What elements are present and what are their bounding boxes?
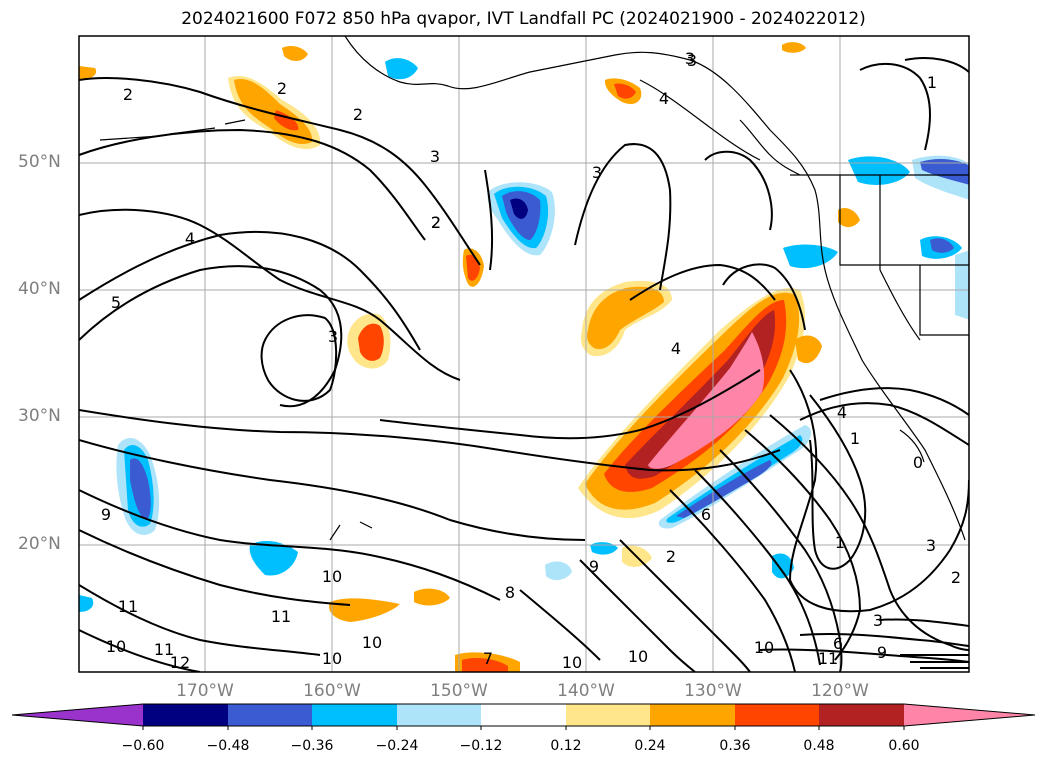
contour-label: 4 — [837, 403, 847, 422]
lat-label-40n: 40°N — [18, 279, 61, 299]
colorbar-segment — [481, 704, 566, 726]
colorbar-tick-label: −0.60 — [121, 738, 165, 754]
contour-label: 4 — [185, 229, 195, 248]
lat-label-50n: 50°N — [18, 152, 61, 172]
coastlines — [99, 36, 969, 541]
contour-label: 11 — [818, 649, 838, 668]
contour-label: 11 — [118, 597, 138, 616]
contour-label: 3 — [328, 327, 338, 346]
plot-area — [79, 36, 969, 672]
contour-label: 10 — [106, 637, 126, 656]
plot-frame — [78, 35, 970, 673]
colorbar-segment — [143, 704, 228, 726]
colorbar-segment — [566, 704, 650, 726]
contour-label: 9 — [101, 505, 111, 524]
contour-label: 4 — [659, 89, 669, 108]
colorbar-segment — [650, 704, 735, 726]
colorbar-tick-label: −0.48 — [206, 738, 250, 754]
colorbar-tick-label: 0.12 — [550, 738, 582, 754]
lon-label-130w: 130°W — [684, 681, 742, 701]
contour-label: 3 — [592, 163, 602, 182]
contour-label: 9 — [589, 557, 599, 576]
contour-label: 2 — [123, 85, 133, 104]
contour-label: 1 — [835, 533, 845, 552]
contour-label: 11 — [154, 640, 174, 659]
colorbar-segment — [397, 704, 481, 726]
colorbar-segment — [312, 704, 397, 726]
colorbar-segment — [735, 704, 819, 726]
lat-label-30n: 30°N — [18, 406, 61, 426]
contour-label: 1 — [850, 429, 860, 448]
lon-label-160w: 160°W — [303, 681, 361, 701]
colorbar — [11, 703, 1036, 730]
contour-label: 3 — [685, 49, 695, 68]
contour-label: 10 — [562, 653, 582, 672]
contour-label: 9 — [877, 643, 887, 662]
colorbar-tick-label: 0.24 — [634, 738, 666, 754]
contour-label: 6 — [833, 634, 843, 653]
contour-label: 10 — [322, 649, 342, 668]
contour-label: 2 — [666, 547, 676, 566]
colorbar-tick-label: −0.36 — [290, 738, 334, 754]
contour-label: 3 — [430, 147, 440, 166]
contour-label: 8 — [505, 583, 515, 602]
contour-label: 1 — [927, 73, 937, 92]
contour-label: 3 — [687, 51, 697, 70]
contour-label: 3 — [873, 611, 883, 630]
lon-label-120w: 120°W — [811, 681, 869, 701]
contour-label: 2 — [951, 568, 961, 587]
colorbar-tick-label: 0.48 — [803, 738, 835, 754]
colorbar-segment — [228, 704, 312, 726]
colorbar-segment — [904, 704, 1035, 726]
colorbar-tick-label: 0.60 — [888, 738, 920, 754]
contour-label: 2 — [277, 79, 287, 98]
contour-label: 10 — [754, 638, 774, 657]
contour-label: 2 — [431, 213, 441, 232]
contour-label: 6 — [701, 505, 711, 524]
contour-label: 7 — [483, 649, 493, 668]
contour-label: 10 — [628, 647, 648, 666]
contour-label: 0 — [913, 453, 923, 472]
contour-label: 4 — [671, 339, 681, 358]
contour-label: 5 — [111, 293, 121, 312]
lon-label-150w: 150°W — [430, 681, 488, 701]
contour-lines — [79, 57, 969, 672]
contour-label: 10 — [322, 567, 342, 586]
lon-label-170w: 170°W — [176, 681, 234, 701]
colorbar-tick-label: −0.12 — [459, 738, 503, 754]
contour-label: 3 — [926, 536, 936, 555]
contour-label: 10 — [362, 633, 382, 652]
contour-label: 2 — [353, 105, 363, 124]
colorbar-segment — [12, 704, 143, 726]
contour-label: 2 — [431, 213, 441, 232]
colorbar-tick-label: −0.24 — [375, 738, 419, 754]
shaded-fields — [79, 42, 969, 672]
colorbar-tick-label: 0.36 — [719, 738, 751, 754]
lon-label-140w: 140°W — [557, 681, 615, 701]
contour-label: 11 — [271, 607, 291, 626]
colorbar-segment — [819, 704, 904, 726]
figure-title: 2024021600 F072 850 hPa qvapor, IVT Land… — [181, 9, 866, 29]
lat-label-20n: 20°N — [18, 534, 61, 554]
contour-label: 12 — [170, 653, 190, 672]
